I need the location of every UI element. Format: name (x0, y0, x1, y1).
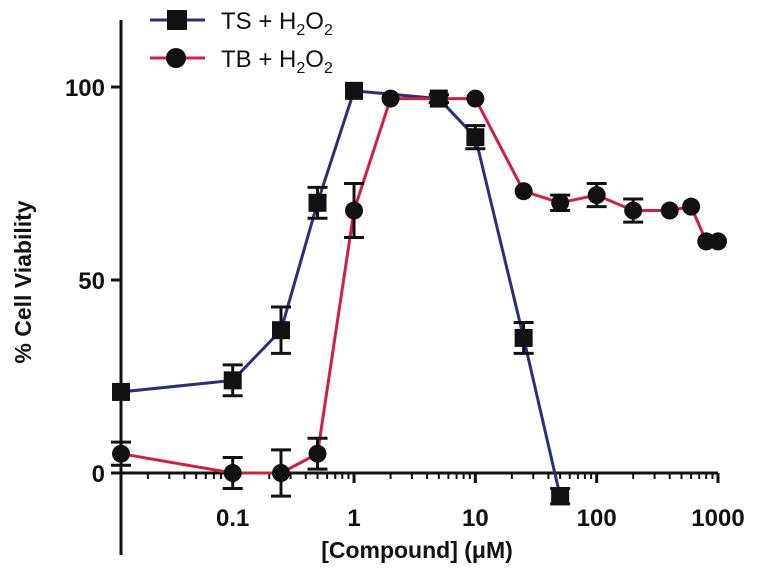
data-point-circle (271, 464, 290, 482)
x-tick-label: 1 (347, 505, 360, 532)
y-axis-title: % Cell Viability (10, 200, 36, 363)
data-point-square (345, 81, 364, 100)
data-point-circle (112, 444, 130, 463)
data-point-square (308, 193, 327, 212)
data-point-square (514, 328, 533, 347)
series-line-1 (120, 97, 718, 475)
data-point-square (112, 382, 130, 401)
x-tick-label: 100 (577, 505, 617, 532)
data-point-circle (466, 89, 485, 108)
data-point-circle (682, 197, 701, 216)
legend-label-ts: TS + H2O2 (221, 8, 333, 39)
legend-circle-marker-icon (166, 48, 186, 68)
data-point-circle (514, 182, 533, 201)
y-tick-label: 0 (92, 461, 105, 488)
x-tick-label: 1000 (691, 505, 744, 532)
data-point-square (551, 487, 570, 506)
y-tick-label: 50 (78, 268, 105, 295)
x-tick-label: 10 (462, 505, 489, 532)
data-point-square (223, 371, 242, 390)
data-point-circle (551, 193, 570, 212)
data-point-square (271, 321, 290, 340)
x-axis-title: [Compound] (μM) (321, 537, 513, 563)
y-tick-label: 100 (65, 75, 105, 102)
data-point-square (466, 128, 485, 147)
data-point-circle (660, 201, 679, 220)
data-point-circle (624, 201, 643, 220)
data-point-circle (709, 232, 727, 251)
data-point-circle (587, 186, 606, 205)
legend-square-marker-icon (167, 10, 187, 30)
data-point-circle (381, 89, 400, 108)
data-point-circle (345, 201, 364, 220)
data-point-circle (223, 464, 242, 482)
data-point-circle (429, 89, 448, 108)
legend-label-tb: TB + H2O2 (221, 46, 333, 77)
data-point-circle (308, 444, 327, 463)
legend: TS + H2O2 TB + H2O2 (150, 8, 333, 77)
x-tick-label: 0.1 (216, 505, 249, 532)
plot-area: 0 50 100 0.1 1 10 100 1000 (65, 20, 745, 555)
